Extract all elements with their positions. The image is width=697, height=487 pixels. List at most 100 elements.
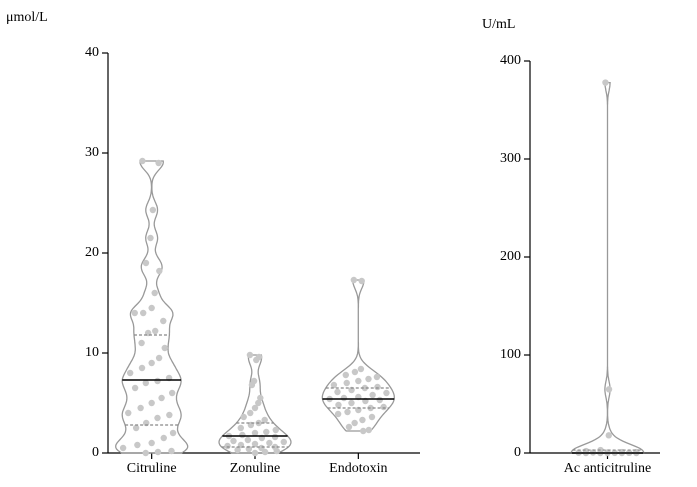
data-point (340, 394, 348, 402)
data-point (359, 416, 366, 424)
data-point (271, 433, 279, 441)
violin (321, 279, 395, 432)
data-point (247, 409, 254, 417)
data-point (148, 439, 155, 447)
data-point (158, 394, 165, 402)
data-point (152, 327, 159, 335)
data-point (154, 414, 161, 422)
data-point (160, 317, 167, 325)
data-point (142, 259, 150, 267)
data-point (383, 389, 390, 397)
data-point (365, 375, 372, 383)
data-point (261, 448, 269, 456)
data-point (248, 381, 256, 389)
y-tick-label: 30 (85, 145, 99, 160)
data-point (151, 289, 158, 297)
y-tick-label: 400 (500, 53, 521, 68)
data-point (330, 381, 338, 389)
y-tick-label: 0 (514, 445, 521, 460)
data-point (168, 447, 175, 455)
x-tick-label: Endotoxin (329, 461, 387, 476)
data-point (335, 401, 342, 409)
data-point (156, 267, 163, 275)
data-point (161, 344, 168, 352)
data-point (344, 408, 351, 416)
violin (570, 81, 645, 454)
data-point (350, 276, 358, 284)
data-point (351, 368, 359, 376)
data-point (239, 431, 246, 439)
data-point (272, 426, 279, 434)
y-tick-label: 0 (92, 445, 99, 460)
data-point (154, 448, 162, 456)
data-point (367, 404, 374, 412)
data-point (380, 403, 387, 411)
data-point (142, 379, 150, 387)
data-point (140, 309, 147, 317)
data-point (149, 206, 157, 214)
data-point (369, 391, 376, 399)
data-point (224, 442, 231, 450)
data-point (261, 416, 268, 424)
data-point (138, 364, 146, 372)
data-point (148, 304, 155, 312)
data-point (334, 388, 341, 396)
data-point (168, 389, 176, 397)
data-point (142, 449, 149, 457)
data-point (342, 371, 349, 379)
data-point (255, 399, 262, 407)
data-point (131, 309, 138, 317)
data-point (244, 436, 252, 444)
data-point (139, 157, 146, 165)
y-tick-label: 200 (500, 249, 521, 264)
data-point (155, 354, 163, 362)
y-axis-label: μmol/L (6, 10, 48, 25)
data-point (119, 444, 127, 452)
data-point (355, 377, 362, 385)
data-point (230, 437, 237, 445)
y-tick-label: 10 (85, 345, 99, 360)
data-point (368, 413, 376, 421)
data-point (166, 411, 173, 419)
data-point (374, 383, 381, 391)
data-point (251, 404, 259, 412)
data-point (345, 423, 353, 431)
data-point (365, 426, 373, 434)
data-point (147, 234, 154, 242)
data-point (154, 377, 161, 385)
data-point (132, 424, 140, 432)
data-point (148, 399, 155, 407)
data-point (357, 365, 365, 373)
data-point (351, 419, 358, 427)
x-tick-label: Ac anticitruline (564, 461, 651, 476)
data-point (251, 429, 259, 437)
data-point (334, 410, 342, 418)
data-point (361, 384, 369, 392)
data-point (253, 356, 260, 364)
data-point (376, 396, 383, 404)
data-point (155, 159, 162, 167)
data-point (280, 438, 287, 446)
data-point (126, 369, 134, 377)
data-point (251, 449, 259, 457)
data-point (263, 428, 270, 436)
data-point (605, 386, 613, 393)
x-tick-label: Zonuline (230, 461, 281, 476)
data-point (360, 427, 367, 435)
data-point (169, 429, 177, 437)
data-point (273, 447, 280, 455)
data-point (148, 359, 155, 367)
data-point (246, 351, 254, 359)
data-point (373, 373, 381, 381)
y-axis-label: U/mL (482, 17, 515, 32)
data-point (251, 440, 259, 448)
data-point (605, 432, 612, 439)
y-tick-label: 100 (500, 347, 521, 362)
y-tick-label: 20 (85, 245, 99, 260)
data-point (266, 439, 273, 447)
data-point (160, 434, 167, 442)
violin (115, 160, 189, 454)
data-point (234, 446, 241, 454)
y-tick-label: 40 (85, 45, 99, 60)
data-point (134, 441, 141, 449)
